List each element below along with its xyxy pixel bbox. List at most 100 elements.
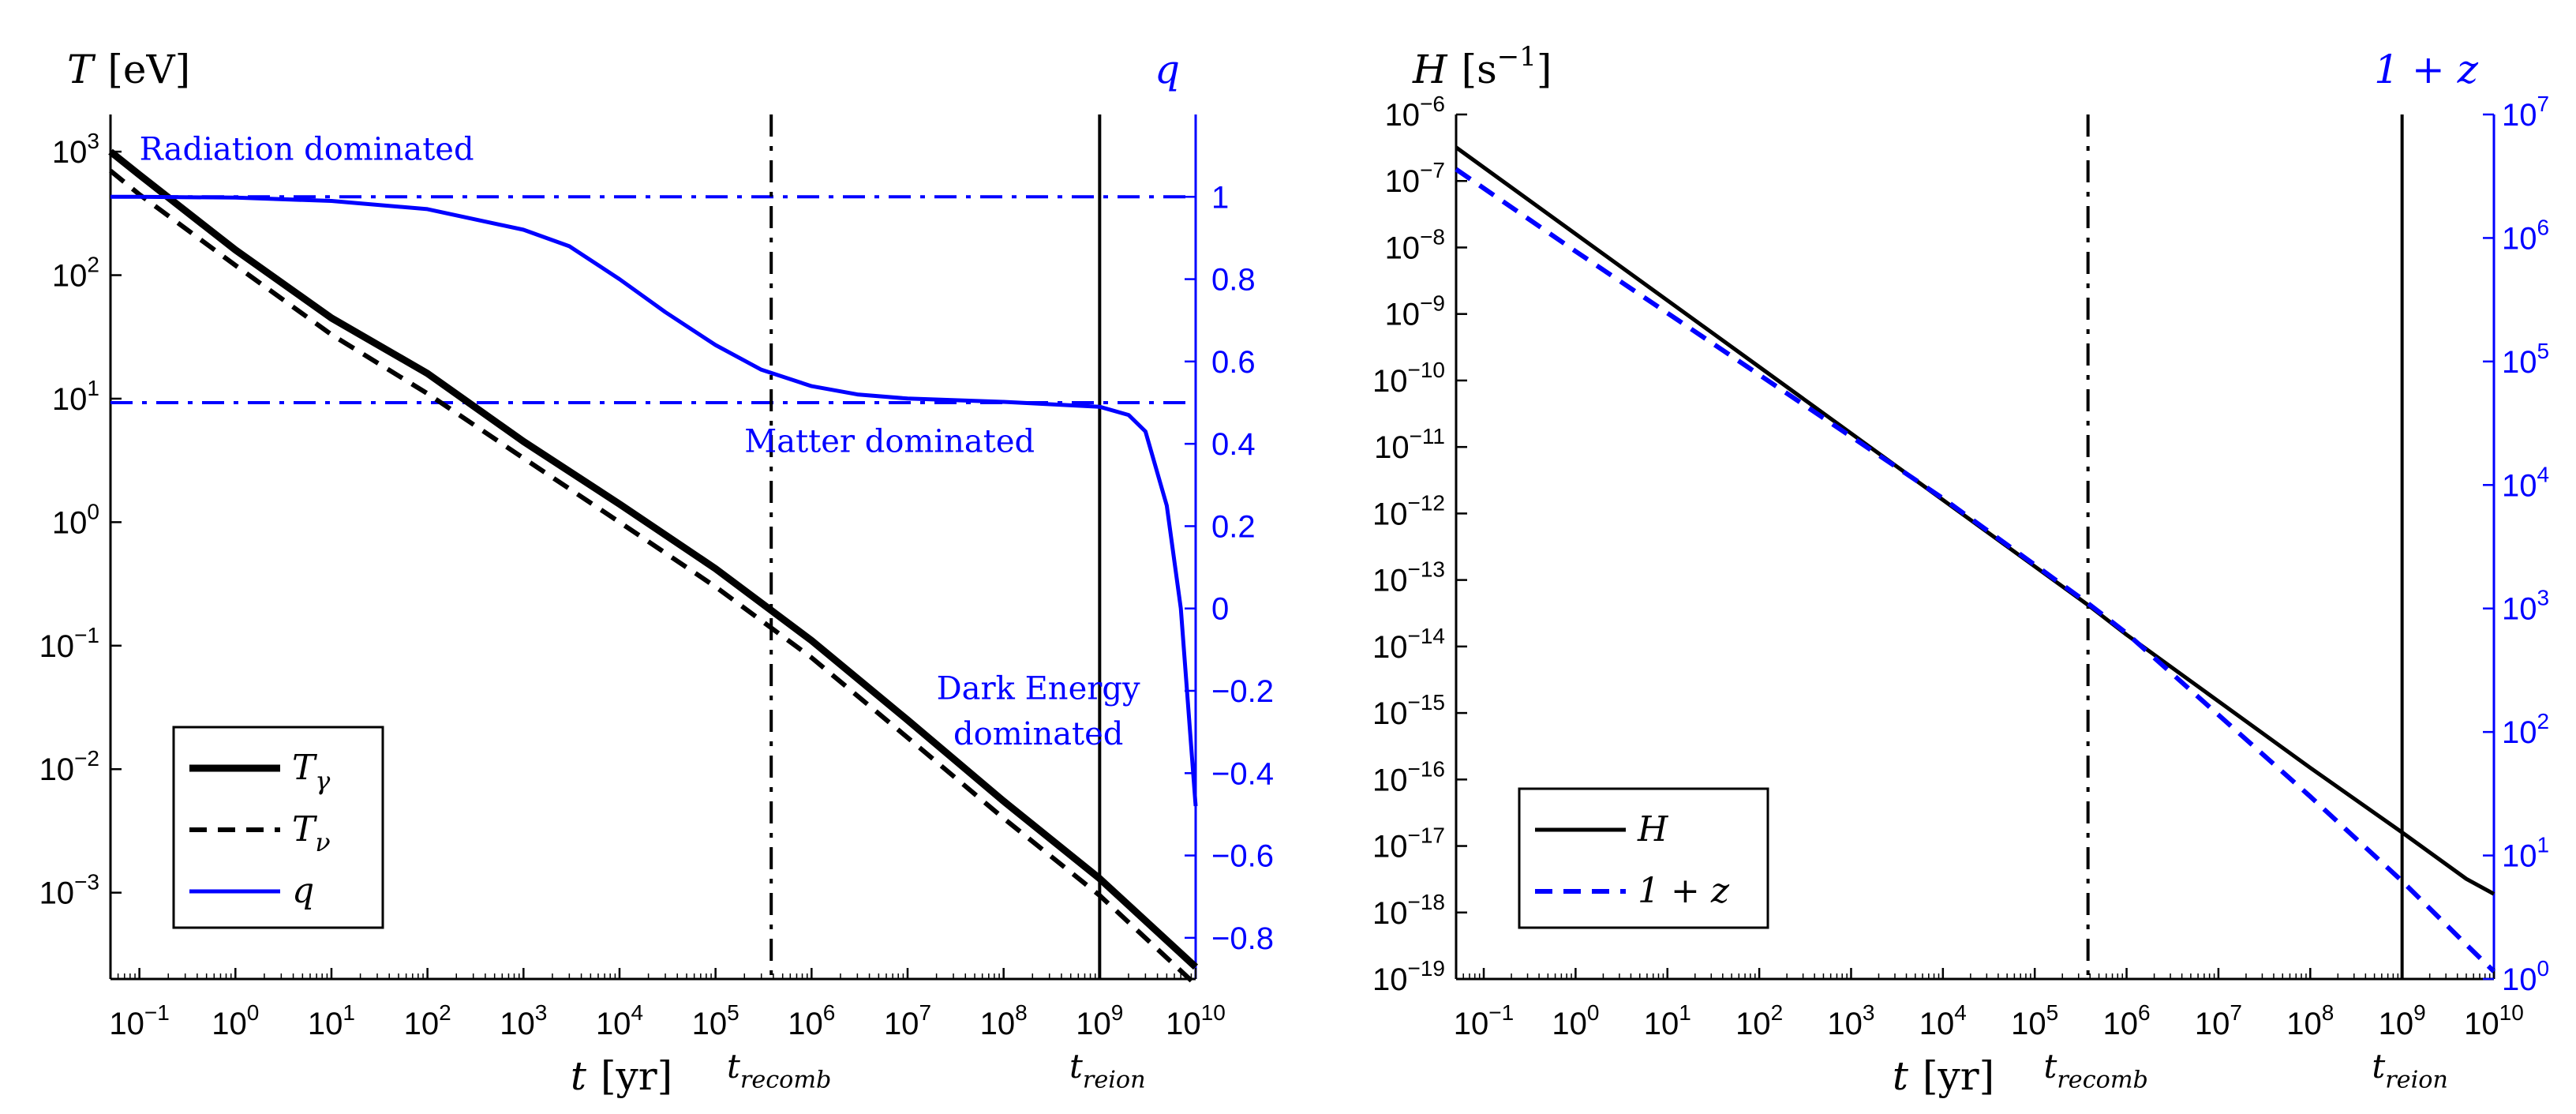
y-tick-label-base: 10	[52, 505, 88, 540]
y-axis-unit-close: ]	[1537, 47, 1552, 92]
y-axis-symbol: T	[67, 47, 96, 92]
x-tick-label-base: 10	[2379, 1007, 2414, 1041]
x-tick-label: 105	[2011, 1000, 2058, 1041]
y-tick-label-base: 10	[39, 752, 75, 787]
y2-axis-label: q	[1155, 47, 1180, 92]
x-tick-label-base: 10	[2195, 1007, 2230, 1041]
y-axis-label: T [eV]	[67, 47, 190, 92]
x-tick-label-base: 10	[308, 1007, 343, 1041]
x-tick-label-exp: 3	[1863, 1000, 1875, 1025]
x-axis-unit: [yr]	[1923, 1053, 1994, 1099]
y-tick-label: 100	[52, 499, 99, 540]
y2-tick-label: 0.4	[1211, 427, 1256, 462]
x-tick-label: 107	[2195, 1000, 2242, 1041]
x-tick-label-base: 10	[1076, 1007, 1111, 1041]
legend-label-symbol: T	[292, 809, 318, 850]
x-axis-unit: [yr]	[601, 1053, 672, 1099]
x-tick-label: 102	[1735, 1000, 1783, 1041]
y-tick-label-exp: −11	[1410, 424, 1445, 448]
y-tick-label: 10−7	[1385, 158, 1445, 199]
x-tick-label: 106	[2103, 1000, 2151, 1041]
annotation-2: Dark Energy	[937, 670, 1140, 707]
y2-tick-label: 102	[2502, 709, 2549, 750]
y-tick-label-base: 10	[52, 382, 88, 417]
y2-tick-label-base: 10	[2502, 345, 2537, 380]
x-tick-label-base: 10	[109, 1007, 144, 1041]
x-tick-label: 102	[404, 1000, 451, 1041]
y-tick-label-exp: −18	[1408, 890, 1446, 914]
y-tick-label: 10−11	[1374, 424, 1445, 465]
series-line-H	[1455, 145, 2496, 896]
y-tick-label: 10−10	[1372, 358, 1445, 399]
x-tick-label-base: 10	[1552, 1007, 1587, 1041]
x-tick-label-exp: 8	[2322, 1000, 2334, 1025]
x-tick-label: 107	[884, 1000, 931, 1041]
y2-tick-label: 107	[2502, 92, 2549, 133]
y-tick-label: 10−15	[1372, 690, 1445, 731]
x-tick-label-exp: 5	[727, 1000, 739, 1025]
y-tick-label-exp: 3	[87, 129, 99, 153]
y2-tick-label: 1	[1211, 180, 1229, 215]
y-tick-label: 10−18	[1372, 890, 1445, 931]
y2-tick-label: 0.6	[1211, 345, 1256, 380]
x-tick-label-base: 10	[884, 1007, 919, 1041]
vline-label-recomb: trecomb	[727, 1047, 831, 1094]
y-tick-label-base: 10	[39, 876, 75, 911]
x-tick-label: 101	[308, 1000, 355, 1041]
y-axis-unit-exp: −1	[1497, 41, 1537, 73]
x-tick-label-exp: 3	[535, 1000, 548, 1025]
y2-tick-label-base: 10	[2502, 962, 2537, 997]
y-tick-label-exp: 0	[87, 499, 99, 523]
legend-box	[1518, 787, 1769, 929]
y-tick-label-exp: −8	[1420, 224, 1445, 249]
y2-tick-label: 101	[2502, 833, 2549, 874]
y2-tick-label: 0.2	[1211, 509, 1256, 544]
x-tick-label: 103	[1827, 1000, 1874, 1041]
x-tick-label-exp: 6	[2138, 1000, 2151, 1025]
chart-panel-2: 10−1 100 101 102 103 104 105 106 107 108 109 101010…	[1372, 41, 2549, 1099]
x-tick-label-exp: 7	[2230, 1000, 2242, 1025]
y2-tick-label-base: 10	[2502, 592, 2537, 627]
x-tick-label-exp: 1	[343, 1000, 355, 1025]
vline-label-reion-symbol: t	[2372, 1047, 2385, 1086]
x-tick-label-exp: 0	[1587, 1000, 1600, 1025]
y-tick-label-exp: −10	[1408, 358, 1446, 382]
x-tick-label: 108	[2286, 1000, 2334, 1041]
y2-tick-label: 100	[2502, 956, 2549, 997]
y-tick-label: 10−1	[39, 623, 99, 664]
x-tick-label-base: 10	[404, 1007, 440, 1041]
x-tick-label-exp: 5	[2046, 1000, 2059, 1025]
y-tick-label: 10−16	[1372, 756, 1445, 797]
y-tick-label: 102	[52, 253, 99, 294]
y-tick-label-base: 10	[52, 259, 88, 294]
x-tick-label-base: 10	[1644, 1007, 1679, 1041]
x-tick-label-base: 10	[2286, 1007, 2322, 1041]
y2-tick-label: 103	[2502, 586, 2549, 627]
series-line-q	[110, 194, 1198, 807]
y-tick-label: 10−13	[1372, 557, 1445, 598]
series-line-γ	[108, 148, 1199, 970]
x-tick-label-exp: 9	[1111, 1000, 1124, 1025]
y2-tick-label-exp: 6	[2537, 215, 2550, 239]
x-tick-label-base: 10	[1454, 1007, 1489, 1041]
x-tick-label-base: 10	[1919, 1007, 1955, 1041]
y-tick-label-base: 10	[1372, 696, 1408, 731]
x-tick-label-exp: −1	[1488, 1000, 1514, 1025]
y-tick-label: 103	[52, 129, 99, 170]
y2-tick-label: −0.8	[1211, 921, 1274, 956]
x-axis-symbol: t	[1893, 1053, 1909, 1099]
y2-tick-label: −0.4	[1211, 756, 1274, 791]
x-tick-label-exp: 4	[1954, 1000, 1967, 1025]
legend-label-subscript: γ	[315, 767, 330, 796]
y-tick-label-exp: −14	[1408, 624, 1446, 648]
y-tick-label-base: 10	[1372, 564, 1408, 598]
y-tick-label: 10−19	[1372, 956, 1445, 997]
y2-tick-label-base: 10	[2502, 839, 2537, 874]
vline-label-recomb-symbol: t	[2043, 1047, 2057, 1086]
x-tick-label: 10−1	[1454, 1000, 1514, 1041]
y-tick-label-base: 10	[1385, 298, 1421, 332]
vline-label-reion-subscript: reion	[2385, 1067, 2448, 1094]
x-tick-label-base: 10	[500, 1007, 535, 1041]
y-tick-label: 101	[52, 376, 99, 417]
